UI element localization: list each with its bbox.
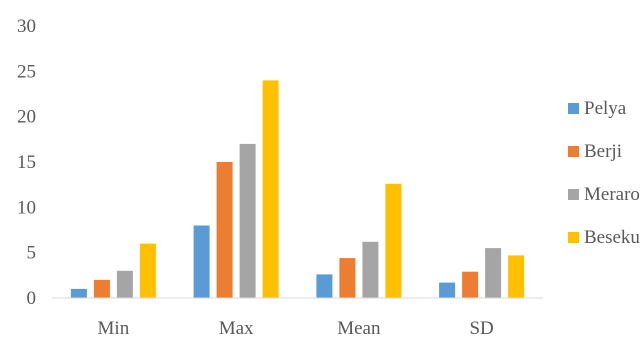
legend-swatch-beseku — [568, 232, 579, 243]
legend-label-beseku: Beseku — [584, 227, 640, 248]
legend-label-berji: Berji — [584, 141, 622, 162]
bar-beseku-max — [262, 80, 279, 299]
bar-pelya-min — [70, 288, 87, 298]
y-tick-label: 20 — [17, 107, 36, 128]
bar-meraro-max — [239, 143, 256, 298]
x-category-label: Mean — [337, 318, 381, 339]
x-category-label: Min — [98, 318, 130, 339]
y-tick-label: 0 — [27, 288, 37, 309]
bar-beseku-sd — [508, 255, 525, 298]
x-category-label: Max — [219, 318, 254, 339]
x-category-label: SD — [469, 318, 493, 339]
legend-label-meraro: Meraro — [584, 184, 640, 205]
bars — [70, 80, 525, 299]
bar-berji-mean — [339, 258, 356, 298]
bar-pelya-max — [193, 225, 210, 298]
legend: Pelya Berji Meraro Beseku — [568, 98, 640, 248]
y-tick-label: 10 — [17, 197, 36, 218]
bar-berji-max — [216, 162, 233, 298]
legend-swatch-pelya — [568, 103, 579, 114]
y-tick-label: 25 — [17, 61, 36, 82]
bar-pelya-mean — [316, 274, 333, 298]
legend-swatch-berji — [568, 146, 579, 157]
legend-swatch-meraro — [568, 189, 579, 200]
bar-meraro-min — [116, 270, 133, 298]
bar-berji-sd — [462, 271, 479, 298]
y-tick-label: 15 — [17, 152, 36, 173]
bar-beseku-mean — [385, 183, 402, 298]
y-tick-label: 5 — [27, 243, 37, 264]
y-axis-ticks: 0 5 10 15 20 25 30 — [17, 16, 36, 309]
legend-label-pelya: Pelya — [584, 98, 627, 119]
bar-meraro-mean — [362, 241, 379, 298]
y-tick-label: 30 — [17, 16, 36, 37]
bar-berji-min — [93, 279, 110, 298]
x-axis-categories: Min Max Mean SD — [98, 318, 494, 339]
bar-beseku-min — [139, 243, 156, 298]
bar-meraro-sd — [485, 248, 502, 298]
bar-pelya-sd — [439, 282, 456, 298]
